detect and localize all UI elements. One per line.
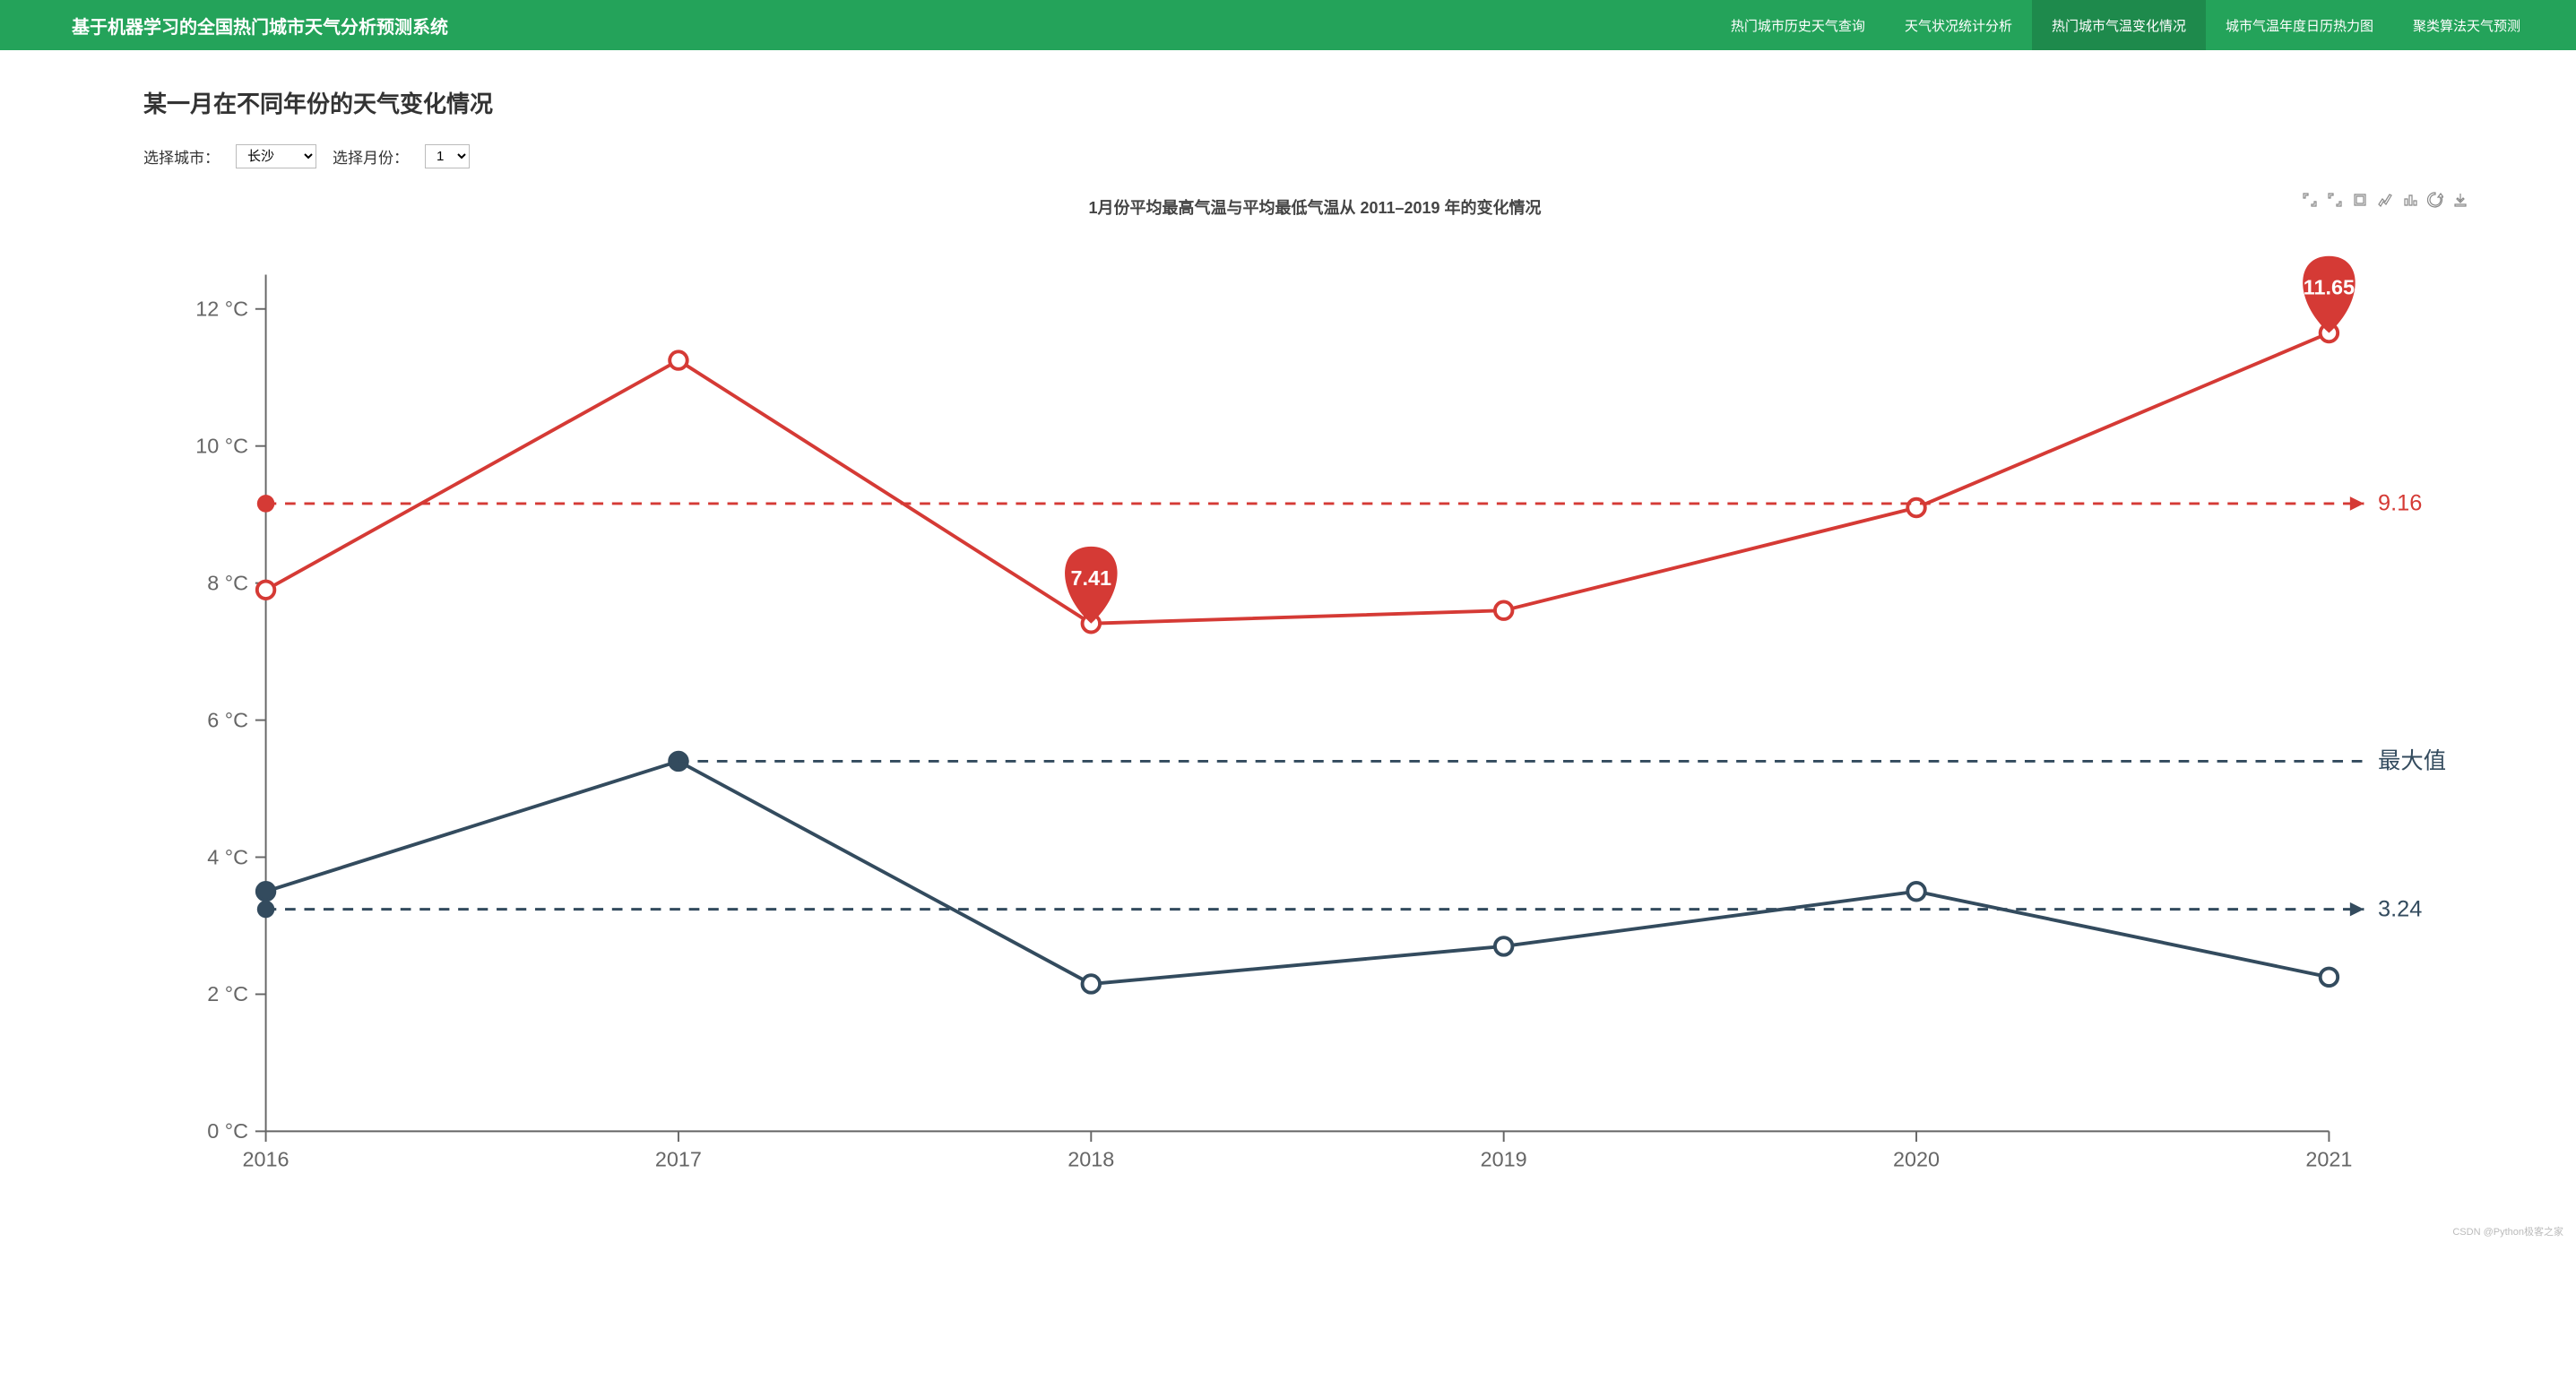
chart-title: 1月份平均最高气温与平均最低气温从 2011–2019 年的变化情况 [143, 195, 2486, 219]
svg-text:最大值: 最大值 [2378, 748, 2446, 773]
nav-item-2[interactable]: 热门城市气温变化情况 [2032, 0, 2206, 50]
zoom-area-icon[interactable] [2302, 192, 2318, 208]
svg-text:10 °C: 10 °C [195, 434, 248, 457]
svg-text:0 °C: 0 °C [207, 1119, 248, 1143]
svg-text:8 °C: 8 °C [207, 571, 248, 594]
city-label: 选择城市： [143, 145, 220, 168]
svg-text:4 °C: 4 °C [207, 845, 248, 868]
month-label: 选择月份： [333, 145, 409, 168]
nav-item-4[interactable]: 聚类算法天气预测 [2393, 0, 2540, 50]
svg-text:6 °C: 6 °C [207, 708, 248, 731]
svg-text:2 °C: 2 °C [207, 982, 248, 1005]
svg-text:3.24: 3.24 [2378, 896, 2422, 921]
chart-toolbox [2302, 192, 2468, 208]
navbar: 基于机器学习的全国热门城市天气分析预测系统 热门城市历史天气查询天气状况统计分析… [0, 0, 2576, 50]
svg-text:2017: 2017 [655, 1147, 702, 1170]
nav-item-0[interactable]: 热门城市历史天气查询 [1711, 0, 1885, 50]
filters: 选择城市： 长沙 选择月份： 1 [143, 144, 2486, 168]
month-select[interactable]: 1 [425, 144, 470, 168]
svg-text:2018: 2018 [1068, 1147, 1114, 1170]
svg-text:2016: 2016 [243, 1147, 290, 1170]
svg-text:11.65: 11.65 [2304, 276, 2355, 299]
content-area: 某一月在不同年份的天气变化情况 选择城市： 长沙 选择月份： 1 1月份平均最高… [0, 50, 2576, 1219]
svg-text:9.16: 9.16 [2378, 491, 2422, 516]
svg-text:7.41: 7.41 [1071, 566, 1112, 590]
svg-text:2021: 2021 [2305, 1147, 2352, 1170]
svg-text:12 °C: 12 °C [195, 298, 248, 321]
line-mode-icon[interactable] [2377, 192, 2393, 208]
restore-icon[interactable] [2427, 192, 2443, 208]
page-title: 某一月在不同年份的天气变化情况 [143, 86, 2486, 119]
brand-title: 基于机器学习的全国热门城市天气分析预测系统 [36, 13, 448, 39]
svg-text:2019: 2019 [1481, 1147, 1527, 1170]
svg-text:2020: 2020 [1893, 1147, 1940, 1170]
nav-item-3[interactable]: 城市气温年度日历热力图 [2206, 0, 2393, 50]
zoom-reset-icon[interactable] [2327, 192, 2343, 208]
save-image-icon[interactable] [2452, 192, 2468, 208]
nav-item-1[interactable]: 天气状况统计分析 [1885, 0, 2032, 50]
line-chart: 0 °C 2 °C 4 °C 6 °C 8 °C 10 °C 12 °C 2016 2017 20… [143, 222, 2486, 1201]
city-select[interactable]: 长沙 [236, 144, 316, 168]
nav-items: 热门城市历史天气查询天气状况统计分析热门城市气温变化情况城市气温年度日历热力图聚… [1711, 0, 2540, 50]
chart-container: 1月份平均最高气温与平均最低气温从 2011–2019 年的变化情况 0 °C 2… [143, 195, 2486, 1201]
bar-mode-icon[interactable] [2402, 192, 2418, 208]
watermark: CSDN @Python极客之家 [0, 1219, 2576, 1240]
data-view-icon[interactable] [2352, 192, 2368, 208]
